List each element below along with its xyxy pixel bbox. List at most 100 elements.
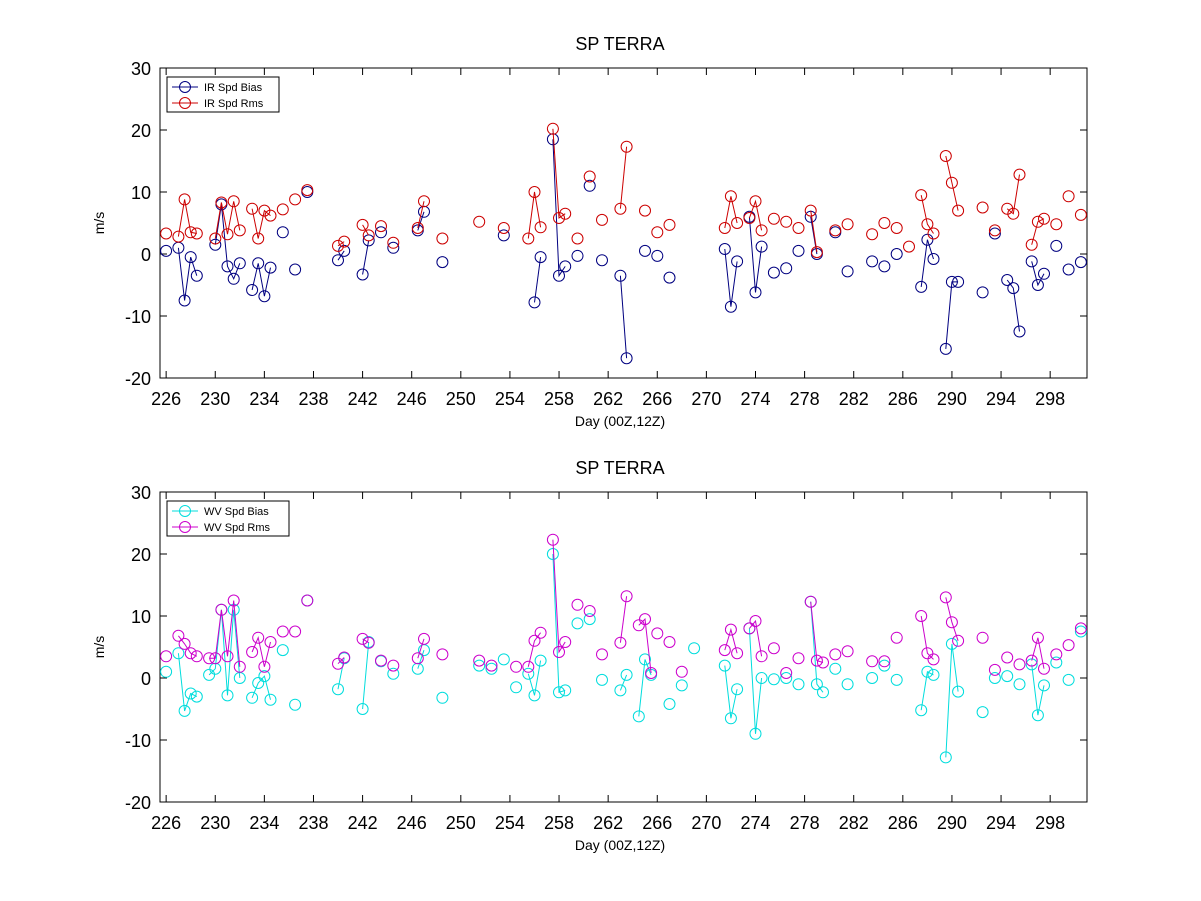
data-point — [817, 686, 829, 699]
y-tick-label: 30 — [131, 59, 151, 79]
data-point — [233, 660, 246, 673]
y-tick-label: 20 — [131, 545, 151, 565]
chart-title: SP TERRA — [575, 34, 664, 54]
data-point — [767, 266, 780, 279]
series-line-segment — [552, 539, 566, 654]
data-point — [792, 244, 805, 257]
data-point — [190, 690, 203, 703]
data-point — [258, 290, 271, 303]
data-point — [939, 751, 952, 764]
data-point — [632, 710, 645, 723]
data-point — [749, 615, 762, 627]
data-point — [258, 670, 271, 683]
y-tick-label: 30 — [131, 483, 151, 503]
x-tick-label: 234 — [249, 813, 279, 833]
legend-box — [166, 500, 290, 537]
data-point — [939, 591, 952, 604]
data-point — [841, 265, 854, 278]
data-point — [1025, 255, 1038, 268]
data-point — [583, 179, 596, 192]
data-point — [614, 636, 627, 649]
series-line-segment — [619, 275, 628, 359]
data-point — [1007, 207, 1020, 220]
data-point — [945, 176, 958, 189]
series-line-segment — [552, 139, 566, 278]
series-line-segment — [177, 653, 198, 712]
series-ir-spd-rms — [160, 122, 1087, 259]
data-point — [190, 650, 203, 663]
data-point — [258, 660, 271, 673]
data-point — [921, 665, 934, 678]
data-point — [571, 232, 584, 245]
data-point — [227, 594, 240, 607]
data-point — [1025, 654, 1038, 667]
legend-label-wv-bias: WV Spd Bias — [204, 506, 269, 518]
series-line-segment — [1031, 218, 1045, 245]
data-point — [945, 637, 958, 650]
x-tick-label: 242 — [348, 389, 378, 409]
x-tick-label: 286 — [888, 813, 918, 833]
x-tick-label: 250 — [446, 813, 476, 833]
data-point — [988, 224, 1001, 237]
data-point — [743, 212, 756, 224]
data-point — [215, 603, 228, 616]
data-point — [804, 595, 817, 608]
data-point — [534, 221, 547, 234]
x-tick-label: 274 — [740, 813, 770, 833]
data-point — [755, 224, 768, 237]
data-point — [639, 244, 651, 257]
x-tick-label: 238 — [298, 813, 328, 833]
series-line-segment — [619, 596, 628, 643]
data-point — [546, 122, 559, 135]
x-tick-label: 298 — [1035, 813, 1065, 833]
data-point — [614, 684, 627, 697]
data-point — [485, 659, 498, 672]
data-point — [301, 594, 314, 607]
data-point — [718, 243, 731, 255]
data-point — [338, 235, 351, 248]
data-point — [534, 626, 547, 639]
data-point — [559, 207, 572, 220]
data-point — [583, 605, 596, 617]
x-tick-label: 226 — [151, 813, 181, 833]
data-point — [227, 195, 240, 208]
x-axis-label: Day (00Z,12Z) — [575, 837, 665, 853]
data-point — [952, 685, 965, 698]
data-point — [246, 691, 259, 704]
series-line-segment — [724, 196, 738, 229]
series-line-segment — [749, 619, 763, 657]
data-point — [289, 263, 302, 276]
series-line-segment — [945, 597, 959, 641]
data-point — [614, 202, 627, 215]
data-point — [639, 613, 651, 626]
data-point — [203, 652, 216, 665]
data-point — [356, 218, 369, 231]
data-point — [810, 246, 823, 259]
x-tick-label: 258 — [544, 389, 574, 409]
series-line-segment — [527, 191, 542, 239]
data-point — [497, 229, 510, 242]
x-tick-label: 258 — [544, 813, 574, 833]
series-line-segment — [945, 155, 959, 211]
data-point — [510, 660, 523, 673]
series-line-segment — [177, 247, 198, 301]
data-point — [1013, 658, 1026, 671]
series-line-segment — [810, 601, 824, 693]
data-point — [332, 657, 344, 670]
data-point — [1013, 168, 1026, 181]
data-point — [497, 653, 510, 666]
data-point — [356, 268, 369, 281]
data-point — [915, 189, 928, 202]
series-line-segment — [810, 601, 824, 663]
series-line-segment — [251, 675, 271, 700]
y-tick-label: -20 — [125, 793, 151, 813]
x-tick-label: 254 — [495, 813, 525, 833]
series-line-segment — [810, 210, 818, 253]
data-point — [559, 636, 572, 648]
data-point — [1031, 215, 1044, 228]
data-point — [780, 672, 793, 684]
data-point — [233, 224, 246, 237]
data-point — [289, 193, 302, 206]
data-point — [921, 233, 934, 246]
